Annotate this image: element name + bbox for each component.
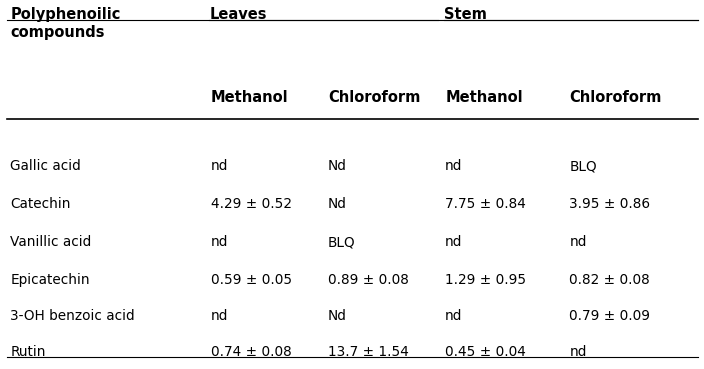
Text: Epicatechin: Epicatechin — [11, 273, 90, 287]
Text: nd: nd — [210, 309, 228, 323]
Text: Vanillic acid: Vanillic acid — [11, 235, 92, 249]
Text: 3.95 ± 0.86: 3.95 ± 0.86 — [570, 197, 650, 211]
Text: nd: nd — [210, 235, 228, 249]
Text: Chloroform: Chloroform — [570, 90, 662, 106]
Text: Chloroform: Chloroform — [328, 90, 420, 106]
Text: 3-OH benzoic acid: 3-OH benzoic acid — [11, 309, 135, 323]
Text: nd: nd — [445, 235, 463, 249]
Text: Methanol: Methanol — [445, 90, 523, 106]
Text: Catechin: Catechin — [11, 197, 71, 211]
Text: Nd: Nd — [328, 309, 347, 323]
Text: Rutin: Rutin — [11, 345, 46, 359]
Text: nd: nd — [445, 159, 463, 173]
Text: nd: nd — [570, 235, 586, 249]
Text: 4.29 ± 0.52: 4.29 ± 0.52 — [210, 197, 291, 211]
Text: 7.75 ± 0.84: 7.75 ± 0.84 — [445, 197, 526, 211]
Text: nd: nd — [210, 159, 228, 173]
Text: Nd: Nd — [328, 159, 347, 173]
Text: Leaves: Leaves — [209, 7, 267, 22]
Text: 0.89 ± 0.08: 0.89 ± 0.08 — [328, 273, 409, 287]
Text: Stem: Stem — [444, 7, 486, 22]
Text: Gallic acid: Gallic acid — [11, 159, 81, 173]
Text: Nd: Nd — [328, 197, 347, 211]
Text: nd: nd — [570, 345, 586, 359]
Text: Polyphenoilic
compounds: Polyphenoilic compounds — [11, 7, 121, 40]
Text: 13.7 ± 1.54: 13.7 ± 1.54 — [328, 345, 409, 359]
Text: 1.29 ± 0.95: 1.29 ± 0.95 — [445, 273, 527, 287]
Text: Methanol: Methanol — [210, 90, 288, 106]
Text: 0.82 ± 0.08: 0.82 ± 0.08 — [570, 273, 650, 287]
Text: 0.79 ± 0.09: 0.79 ± 0.09 — [570, 309, 650, 323]
Text: 0.45 ± 0.04: 0.45 ± 0.04 — [445, 345, 526, 359]
Text: BLQ: BLQ — [570, 159, 597, 173]
Text: BLQ: BLQ — [328, 235, 356, 249]
Text: 0.74 ± 0.08: 0.74 ± 0.08 — [210, 345, 291, 359]
Text: nd: nd — [445, 309, 463, 323]
Text: 0.59 ± 0.05: 0.59 ± 0.05 — [210, 273, 291, 287]
